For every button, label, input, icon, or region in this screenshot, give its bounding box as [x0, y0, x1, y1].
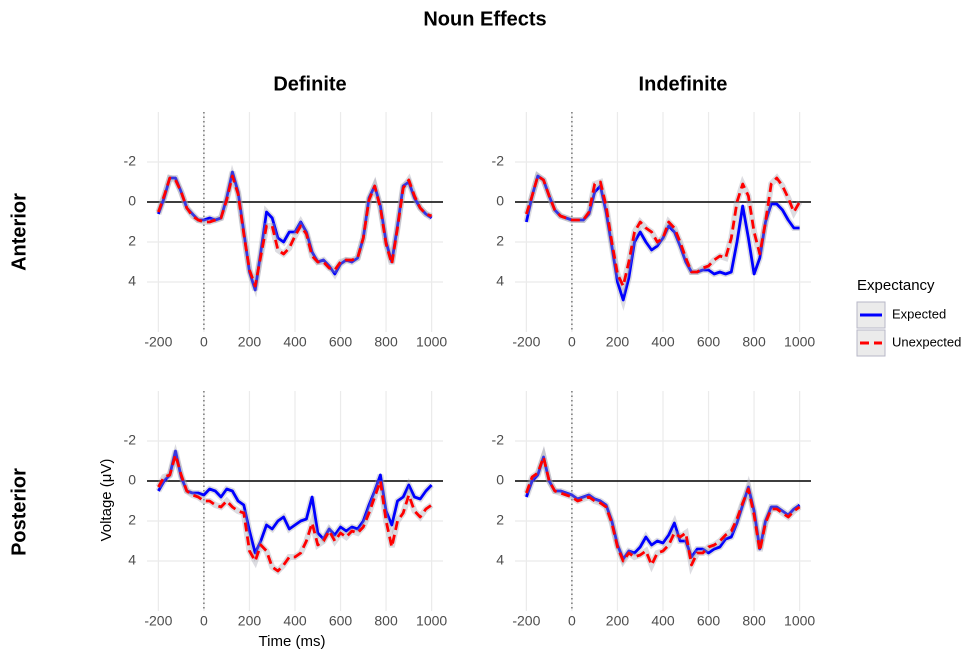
y-tick-label: 2	[496, 233, 504, 249]
row-label: Posterior	[8, 468, 30, 556]
y-tick-label: 4	[128, 552, 136, 568]
x-tick-label: 200	[238, 334, 262, 350]
series-line	[525, 174, 801, 288]
x-tick-label: 0	[200, 613, 208, 629]
x-tick-label: 0	[200, 334, 208, 350]
x-tick-label: 400	[651, 613, 675, 629]
x-tick-label: 600	[329, 334, 353, 350]
x-tick-label: -200	[144, 613, 172, 629]
x-tick-label: 200	[238, 613, 262, 629]
y-tick-label: -2	[124, 432, 137, 448]
x-tick-label: 0	[568, 334, 576, 350]
row-label: Anterior	[8, 193, 30, 271]
y-tick-label: 0	[128, 472, 136, 488]
x-tick-label: 200	[606, 613, 630, 629]
y-tick-label: 2	[128, 233, 136, 249]
x-tick-label: 0	[568, 613, 576, 629]
y-axis-label: Voltage (μV)	[98, 459, 115, 542]
y-tick-label: 0	[496, 472, 504, 488]
x-tick-label: 400	[651, 334, 675, 350]
column-label: Indefinite	[639, 73, 728, 95]
y-tick-label: -2	[492, 153, 505, 169]
chart-title: Noun Effects	[423, 8, 546, 30]
y-tick-label: 2	[496, 512, 504, 528]
x-tick-label: 1000	[416, 613, 447, 629]
x-tick-label: -200	[512, 613, 540, 629]
y-tick-label: 4	[496, 552, 504, 568]
x-tick-label: 1000	[416, 334, 447, 350]
x-tick-label: 600	[329, 613, 353, 629]
x-tick-label: 600	[697, 334, 721, 350]
x-tick-label: 800	[742, 334, 766, 350]
series-line	[157, 449, 433, 555]
series-line	[157, 453, 433, 573]
legend-label: Expected	[892, 306, 946, 321]
y-tick-label: 4	[128, 273, 136, 289]
series-line	[525, 455, 801, 561]
series-line	[157, 174, 433, 288]
x-tick-label: 1000	[784, 334, 815, 350]
x-tick-label: 400	[283, 613, 307, 629]
series-line	[525, 455, 801, 567]
x-tick-label: 600	[697, 613, 721, 629]
x-axis-label: Time (ms)	[259, 633, 326, 650]
y-tick-label: 0	[128, 193, 136, 209]
y-tick-label: 2	[128, 512, 136, 528]
x-tick-label: 200	[606, 334, 630, 350]
x-tick-label: 400	[283, 334, 307, 350]
x-tick-label: 1000	[784, 613, 815, 629]
x-tick-label: -200	[512, 334, 540, 350]
y-tick-label: 0	[496, 193, 504, 209]
x-tick-label: 800	[374, 613, 398, 629]
x-tick-label: -200	[144, 334, 172, 350]
y-tick-label: 4	[496, 273, 504, 289]
y-tick-label: -2	[492, 432, 505, 448]
x-tick-label: 800	[374, 334, 398, 350]
column-label: Definite	[273, 73, 346, 95]
y-tick-label: -2	[124, 153, 137, 169]
legend-title: Expectancy	[857, 277, 935, 294]
legend-label: Unexpected	[892, 334, 961, 349]
x-tick-label: 800	[742, 613, 766, 629]
